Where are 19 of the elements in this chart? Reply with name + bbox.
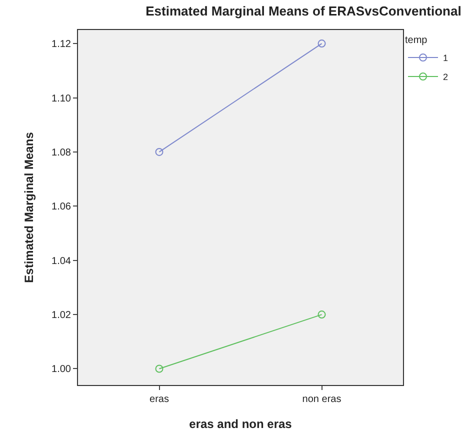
point xyxy=(155,364,164,373)
y-tick-label: 1.00 xyxy=(52,364,72,376)
x-axis-title: eras and non eras xyxy=(189,416,292,431)
legend-label: 1 xyxy=(443,53,448,64)
y-tick-label: 1.12 xyxy=(52,39,72,50)
legend-title: temp xyxy=(405,35,428,46)
point xyxy=(318,40,326,48)
point xyxy=(318,310,326,319)
y-tick-label: 1.10 xyxy=(52,93,72,104)
y-tick-label: 1.06 xyxy=(52,202,72,213)
x-tick-label: non eras xyxy=(302,394,342,405)
point xyxy=(155,148,164,156)
y-tick-label: 1.08 xyxy=(52,147,72,158)
y-tick-label: 1.02 xyxy=(52,310,72,322)
y-tick-label: 1.04 xyxy=(52,256,72,267)
legend-label: 2 xyxy=(443,72,448,82)
chart-title: Estimated Marginal Means of ERASvsConventional xyxy=(146,4,462,19)
x-tick-label: eras xyxy=(150,394,169,405)
y-axis-title: Estimated Marginal Means xyxy=(22,132,36,283)
